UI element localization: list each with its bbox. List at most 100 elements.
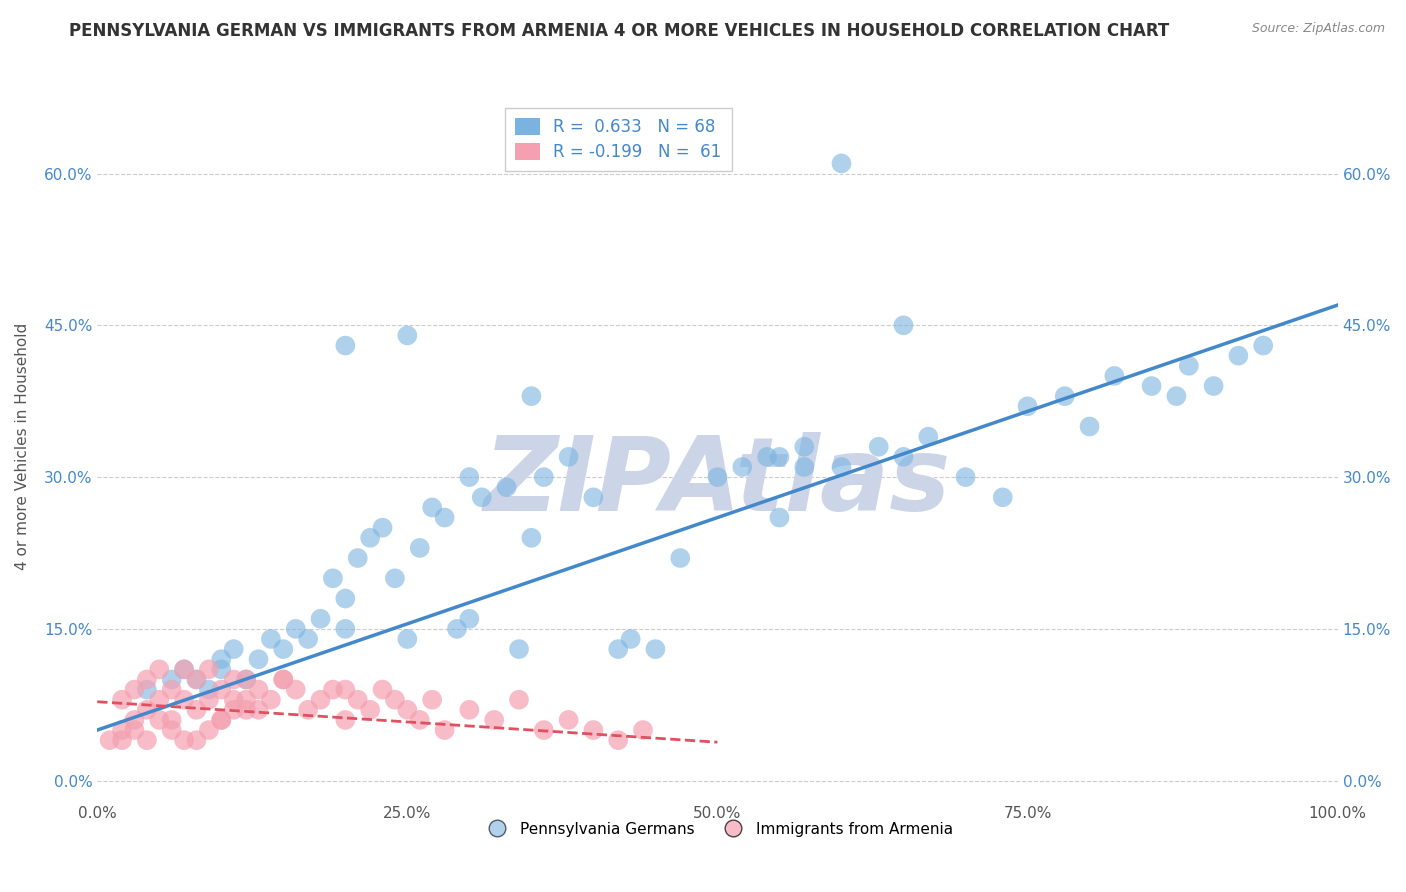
Point xyxy=(420,500,443,515)
Point xyxy=(335,622,357,636)
Point xyxy=(433,510,456,524)
Point xyxy=(322,682,344,697)
Point xyxy=(235,703,257,717)
Point xyxy=(955,470,977,484)
Point xyxy=(607,733,630,747)
Text: PENNSYLVANIA GERMAN VS IMMIGRANTS FROM ARMENIA 4 OR MORE VEHICLES IN HOUSEHOLD C: PENNSYLVANIA GERMAN VS IMMIGRANTS FROM A… xyxy=(69,22,1168,40)
Point xyxy=(644,642,666,657)
Point xyxy=(346,551,368,566)
Point xyxy=(1202,379,1225,393)
Point xyxy=(222,692,245,706)
Point xyxy=(160,682,183,697)
Point xyxy=(309,612,332,626)
Point xyxy=(271,673,294,687)
Point xyxy=(209,682,232,697)
Point xyxy=(830,156,852,170)
Point xyxy=(1053,389,1076,403)
Point xyxy=(297,703,319,717)
Point xyxy=(135,703,157,717)
Point xyxy=(111,723,134,737)
Point xyxy=(557,450,579,464)
Point xyxy=(135,682,157,697)
Point xyxy=(198,682,221,697)
Point xyxy=(235,673,257,687)
Point xyxy=(384,571,406,585)
Point xyxy=(495,480,517,494)
Point xyxy=(446,622,468,636)
Point xyxy=(520,531,543,545)
Point xyxy=(173,662,195,676)
Point xyxy=(471,491,494,505)
Point xyxy=(620,632,643,646)
Point xyxy=(359,703,381,717)
Point xyxy=(222,673,245,687)
Point xyxy=(1166,389,1188,403)
Point xyxy=(371,682,394,697)
Point xyxy=(271,673,294,687)
Point xyxy=(209,662,232,676)
Point xyxy=(186,673,208,687)
Point xyxy=(359,531,381,545)
Point xyxy=(148,713,170,727)
Point xyxy=(396,632,419,646)
Point xyxy=(124,723,146,737)
Point xyxy=(186,703,208,717)
Point xyxy=(458,612,481,626)
Point xyxy=(173,692,195,706)
Point xyxy=(135,733,157,747)
Point xyxy=(247,652,270,666)
Point xyxy=(235,692,257,706)
Point xyxy=(198,662,221,676)
Point xyxy=(135,673,157,687)
Point xyxy=(1078,419,1101,434)
Point xyxy=(309,692,332,706)
Point xyxy=(160,673,183,687)
Point xyxy=(124,682,146,697)
Point xyxy=(247,682,270,697)
Point xyxy=(284,682,307,697)
Point xyxy=(533,723,555,737)
Point xyxy=(1017,399,1039,413)
Point xyxy=(260,632,283,646)
Point xyxy=(1227,349,1250,363)
Point xyxy=(830,460,852,475)
Point xyxy=(1140,379,1163,393)
Point xyxy=(297,632,319,646)
Point xyxy=(458,703,481,717)
Point xyxy=(335,591,357,606)
Point xyxy=(768,450,790,464)
Point xyxy=(173,662,195,676)
Point xyxy=(868,440,890,454)
Point xyxy=(1251,338,1274,352)
Y-axis label: 4 or more Vehicles in Household: 4 or more Vehicles in Household xyxy=(15,323,30,570)
Point xyxy=(148,692,170,706)
Point xyxy=(160,723,183,737)
Point xyxy=(198,692,221,706)
Point xyxy=(284,622,307,636)
Point xyxy=(124,713,146,727)
Point xyxy=(148,662,170,676)
Point xyxy=(198,723,221,737)
Point xyxy=(98,733,121,747)
Point xyxy=(346,692,368,706)
Point xyxy=(893,318,915,333)
Point xyxy=(893,450,915,464)
Point xyxy=(209,713,232,727)
Point xyxy=(322,571,344,585)
Point xyxy=(607,642,630,657)
Point xyxy=(111,692,134,706)
Point xyxy=(260,692,283,706)
Point xyxy=(409,541,432,555)
Point xyxy=(247,703,270,717)
Point xyxy=(396,328,419,343)
Point xyxy=(420,692,443,706)
Point xyxy=(582,723,605,737)
Point xyxy=(793,460,815,475)
Point xyxy=(335,338,357,352)
Point xyxy=(793,440,815,454)
Point xyxy=(533,470,555,484)
Point xyxy=(186,673,208,687)
Point xyxy=(396,703,419,717)
Point xyxy=(520,389,543,403)
Point xyxy=(756,450,779,464)
